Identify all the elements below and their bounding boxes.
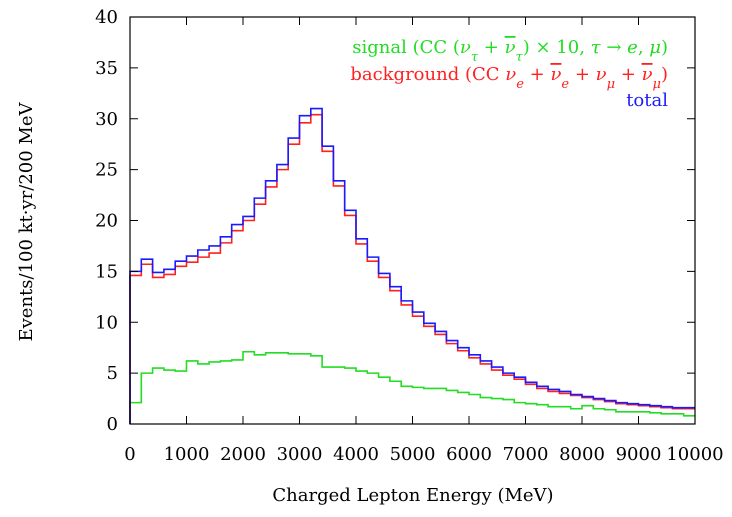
x-tick-label: 0 xyxy=(124,444,135,465)
x-tick-label: 7000 xyxy=(503,444,549,465)
series-total-line xyxy=(129,107,695,424)
y-tick-label: 30 xyxy=(95,109,118,130)
y-axis-label: Events/100 kt·yr/200 MeV xyxy=(16,101,37,341)
x-tick-label: 9000 xyxy=(616,444,662,465)
legend-entry-total: total xyxy=(626,90,668,111)
x-tick-label: 6000 xyxy=(446,444,492,465)
ticks-layer: 0 1000 2000 3000 4000 5000 6000 7000 8000 9000 100… xyxy=(95,7,724,465)
y-tick-label: 0 xyxy=(107,414,118,435)
x-tick-label: 2000 xyxy=(220,444,266,465)
x-tick-label: 1000 xyxy=(164,444,210,465)
y-tick-label: 35 xyxy=(95,58,118,79)
y-tick-label: 40 xyxy=(95,7,118,28)
x-axis-label: Charged Lepton Energy (MeV) xyxy=(272,485,553,506)
legend-entry-signal: signal (CC (ντ + ντ) × 10, τ → e, μ) xyxy=(352,37,668,65)
x-tick-label: 8000 xyxy=(559,444,605,465)
y-tick-label: 20 xyxy=(95,211,118,232)
series-background-line xyxy=(129,113,695,424)
y-tick-label: 25 xyxy=(95,160,118,181)
x-tick-label: 10000 xyxy=(666,444,723,465)
y-tick-label: 5 xyxy=(107,363,118,384)
series-layer xyxy=(129,107,695,424)
x-tick-label: 5000 xyxy=(390,444,436,465)
legend-entry-background: background (CC νe + νe + νμ + νμ) xyxy=(350,64,668,92)
x-tick-label: 4000 xyxy=(333,444,379,465)
y-tick-label: 15 xyxy=(95,261,118,282)
legend: signal (CC (ντ + ντ) × 10, τ → e, μ)back… xyxy=(350,37,668,111)
x-tick-label: 3000 xyxy=(277,444,323,465)
series-signal-line xyxy=(129,350,695,424)
y-tick-label: 10 xyxy=(95,312,118,333)
